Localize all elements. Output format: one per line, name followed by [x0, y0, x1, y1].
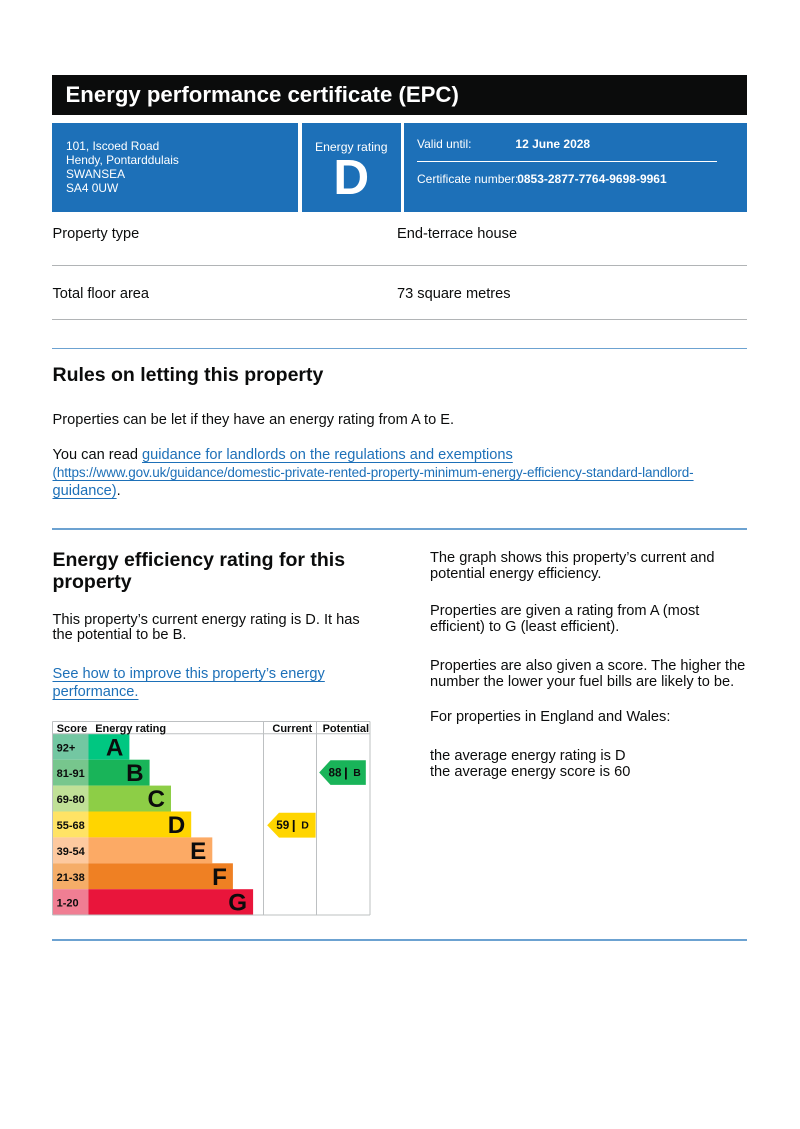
svg-text:B: B [353, 767, 361, 779]
svg-text:B: B [126, 760, 143, 787]
svg-text:69-80: 69-80 [57, 794, 85, 806]
svg-text:55-68: 55-68 [57, 820, 85, 832]
svg-text:92+: 92+ [57, 742, 76, 754]
svg-text:88: 88 [329, 767, 343, 780]
svg-text:21-38: 21-38 [57, 872, 85, 884]
svg-text:D: D [301, 820, 309, 832]
svg-text:E: E [190, 838, 206, 865]
svg-text:F: F [212, 864, 227, 891]
svg-text:G: G [228, 890, 247, 917]
svg-text:81-91: 81-91 [57, 768, 85, 780]
svg-text:A: A [106, 734, 123, 761]
svg-text:D: D [168, 812, 185, 839]
svg-text:Energy rating: Energy rating [95, 723, 166, 735]
svg-text:1-20: 1-20 [57, 898, 79, 910]
svg-text:Potential: Potential [323, 723, 369, 735]
svg-text:Score: Score [57, 723, 88, 735]
svg-text:C: C [148, 786, 165, 813]
svg-text:39-54: 39-54 [57, 846, 86, 858]
svg-text:Current: Current [272, 723, 312, 735]
svg-text:59: 59 [276, 819, 290, 832]
